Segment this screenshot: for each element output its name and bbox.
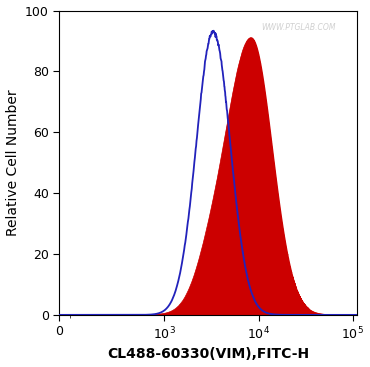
- Text: WWW.PTGLAB.COM: WWW.PTGLAB.COM: [262, 23, 336, 32]
- Y-axis label: Relative Cell Number: Relative Cell Number: [6, 90, 20, 236]
- X-axis label: CL488-60330(VIM),FITC-H: CL488-60330(VIM),FITC-H: [107, 348, 309, 361]
